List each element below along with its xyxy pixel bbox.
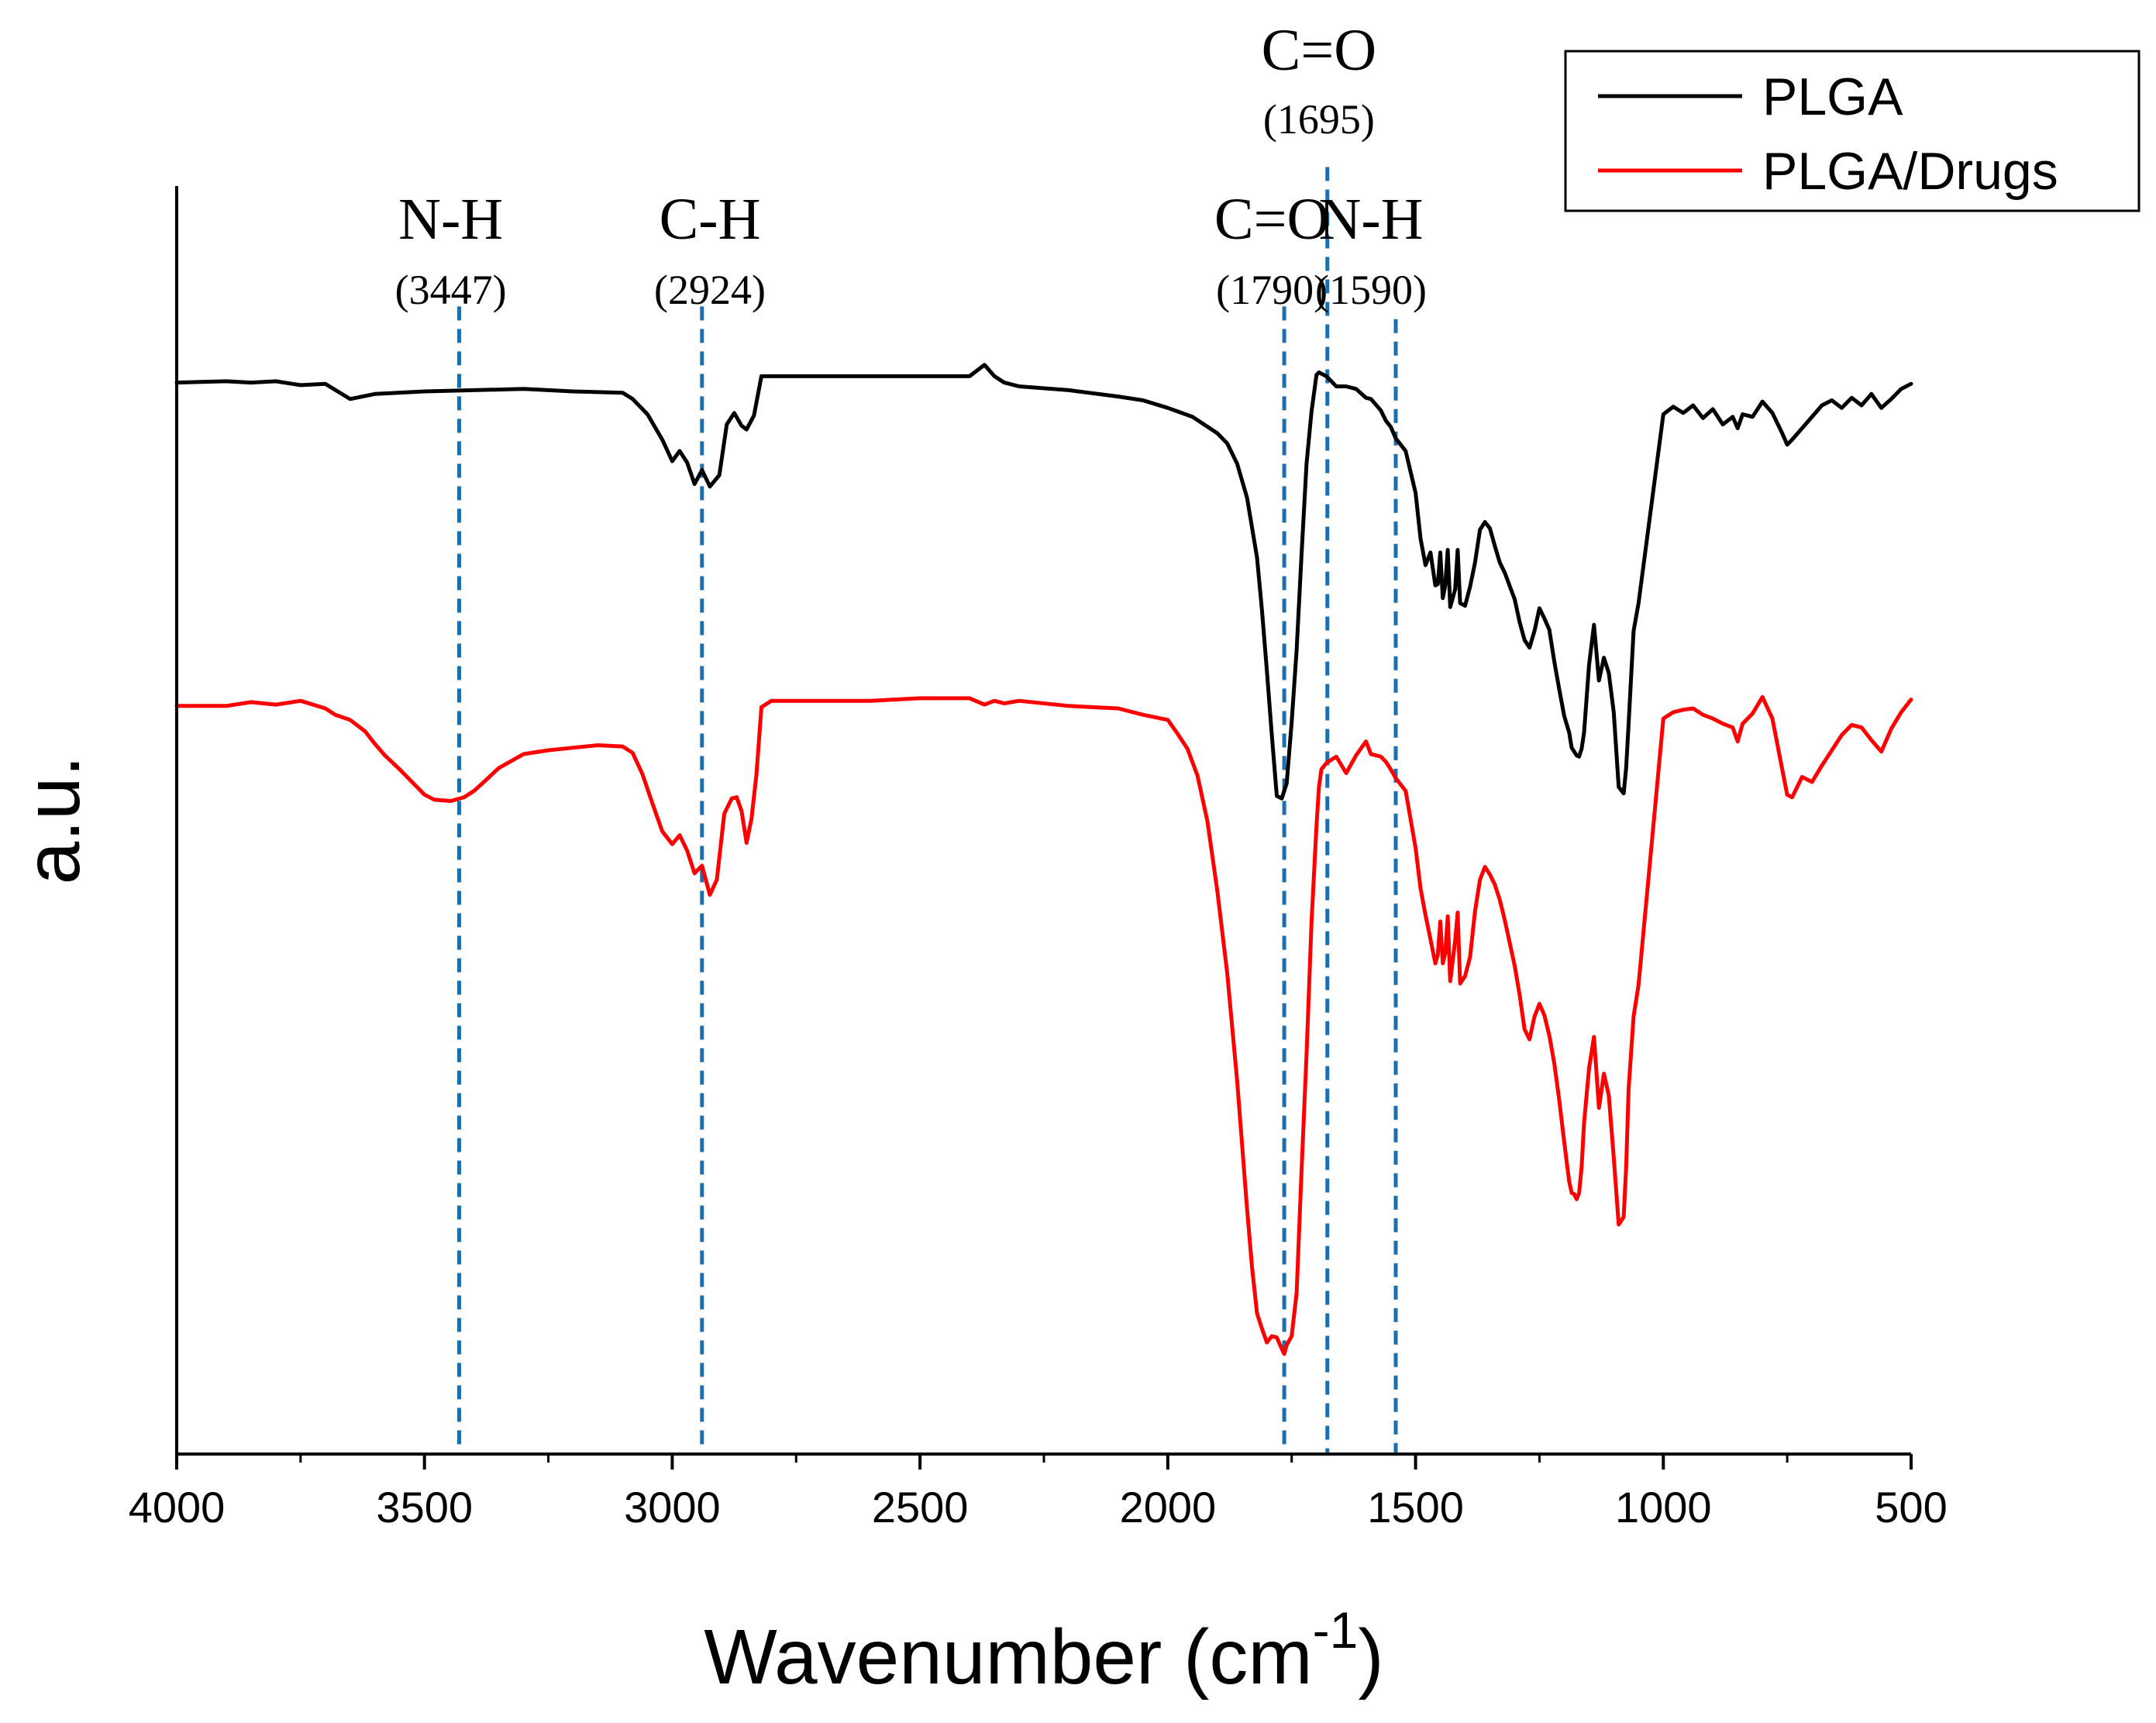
- series-layer: [174, 363, 1913, 1356]
- axes-layer: [175, 186, 1911, 1456]
- annotation-wavenumber: (1590): [1315, 267, 1427, 313]
- annotation-wavenumber: (2924): [654, 267, 766, 313]
- series-line-plga: [174, 363, 1913, 801]
- x-tick-label-500: 500: [1875, 1483, 1947, 1532]
- x-tick-label-3500: 3500: [376, 1483, 473, 1532]
- annotation-label: C-H: [660, 187, 761, 252]
- annotation-label: C=O: [1214, 187, 1329, 252]
- x-tick-label-3000: 3000: [624, 1483, 721, 1532]
- x-axis-title-main: Wavenumber (cm: [704, 1614, 1312, 1701]
- x-ticks: 4000 3500 3000 2500 2000 1500 1000 500: [129, 1454, 1948, 1532]
- annotations-layer: N-H (3447) C-H (2924) C=O (1790) C=O (1695) N-H (…: [395, 18, 1427, 1454]
- x-tick-label-2000: 2000: [1120, 1483, 1217, 1532]
- annotation-label: C=O: [1262, 18, 1376, 83]
- legend-label-plga-drugs: PLGA/Drugs: [1762, 142, 2058, 201]
- y-axis-title: a.u.: [9, 756, 96, 885]
- x-tick-label-1000: 1000: [1615, 1483, 1712, 1532]
- legend-label-plga: PLGA: [1762, 67, 1903, 126]
- x-axis-title: Wavenumber (cm-1): [704, 1601, 1383, 1701]
- annotation-label: N-H: [1318, 187, 1423, 252]
- series-line-plga-drugs: [174, 694, 1913, 1356]
- annotation-wavenumber: (3447): [395, 267, 507, 313]
- legend: PLGA PLGA/Drugs: [1564, 50, 2141, 212]
- annotation-wavenumber: (1790): [1216, 267, 1328, 313]
- x-tick-label-4000: 4000: [129, 1483, 226, 1532]
- annotation-wavenumber: (1695): [1263, 96, 1375, 143]
- x-axis-title-close: ): [1358, 1614, 1383, 1701]
- x-tick-label-2500: 2500: [872, 1483, 969, 1532]
- x-axis-title-superscript: -1: [1313, 1601, 1359, 1659]
- x-tick-label-1500: 1500: [1367, 1483, 1464, 1532]
- annotation-label: N-H: [398, 187, 503, 252]
- legend-box: [1564, 50, 2141, 212]
